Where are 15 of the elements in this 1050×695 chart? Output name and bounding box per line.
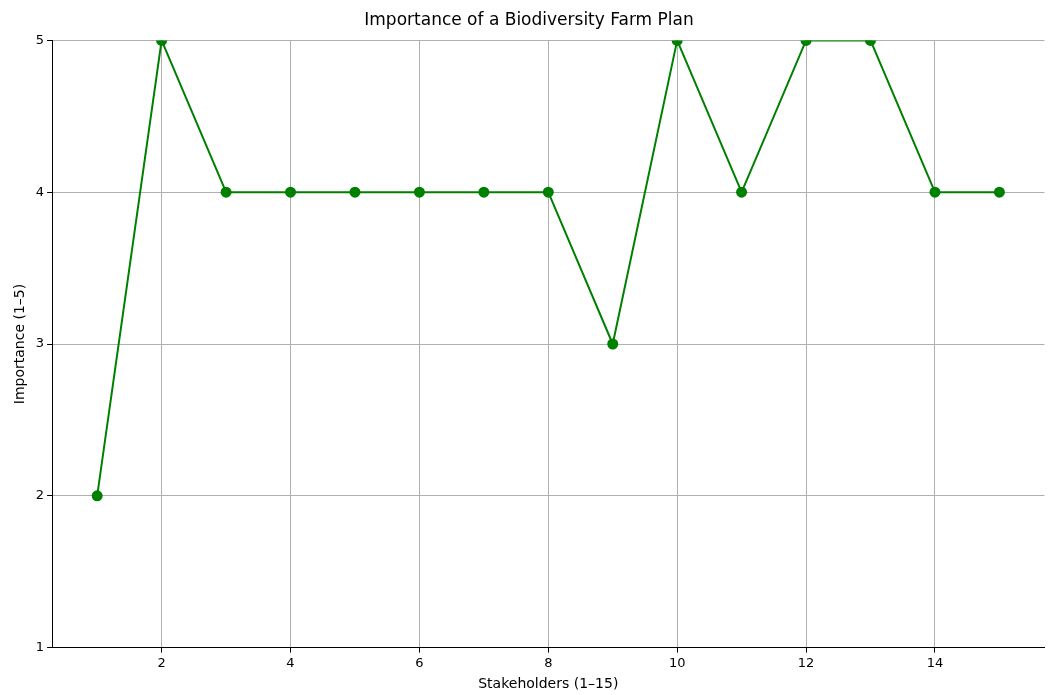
x-tick-label: 6 (415, 654, 424, 670)
chart-title: Importance of a Biodiversity Farm Plan (364, 8, 694, 29)
y-tick-label: 2 (35, 487, 45, 503)
x-tick-label: 8 (544, 654, 553, 670)
x-tick-label: 14 (926, 654, 944, 670)
x-axis-title: Stakeholders (1–15) (478, 675, 619, 692)
x-tick-label: 2 (157, 654, 166, 670)
y-tick-label: 1 (35, 638, 45, 654)
y-tick-label: 3 (35, 335, 45, 351)
x-tick-label: 10 (668, 654, 686, 670)
x-tick-label: 12 (797, 654, 815, 670)
y-tick-label: 4 (35, 183, 45, 199)
y-tick-label: 5 (35, 31, 45, 47)
y-axis-title: Importance (1–5) (11, 283, 28, 405)
x-tick-label: 4 (286, 654, 295, 670)
